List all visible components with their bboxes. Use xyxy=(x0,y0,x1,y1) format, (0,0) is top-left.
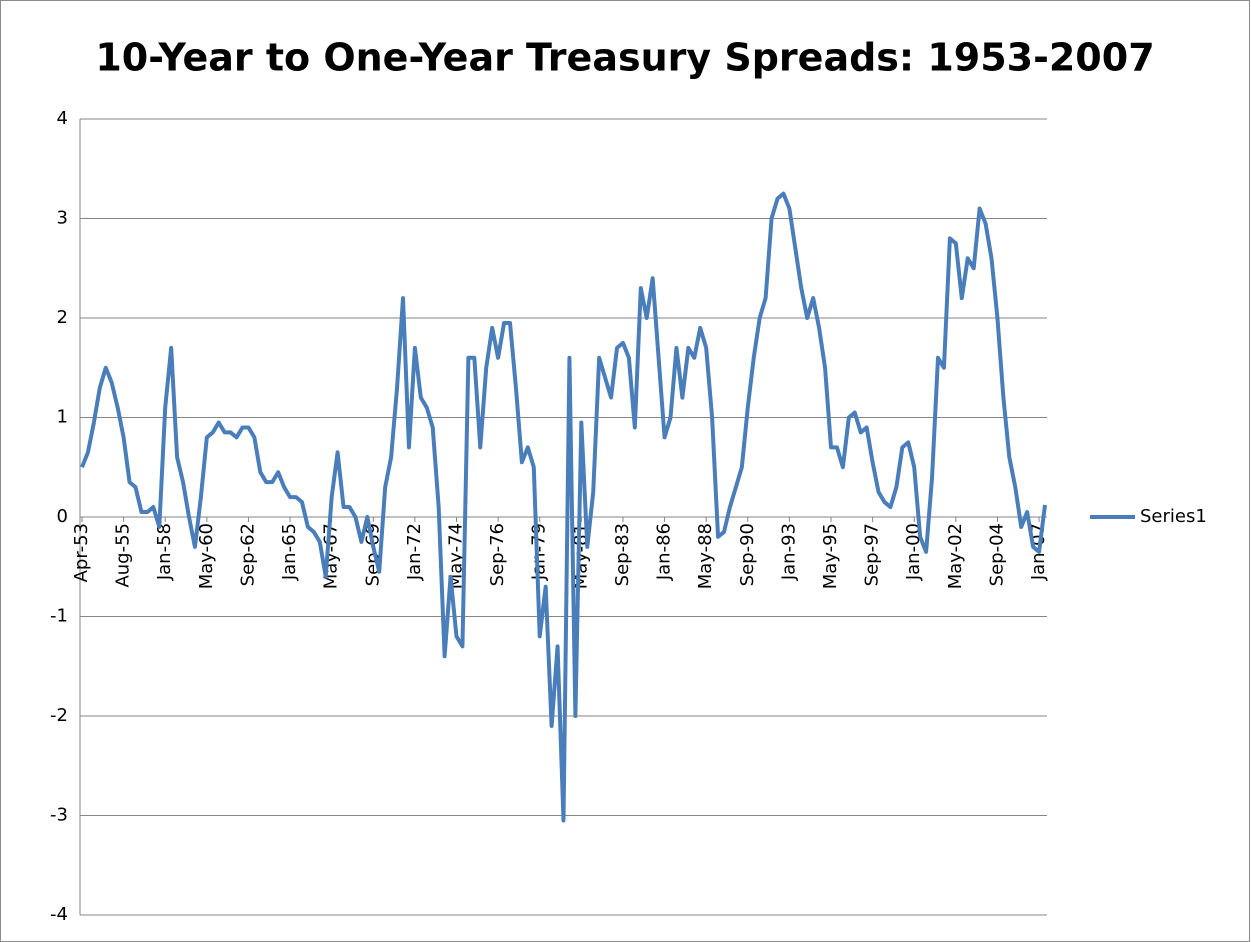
x-tick-label: Sep-97 xyxy=(862,523,883,586)
x-tick-label: May-95 xyxy=(820,523,841,589)
x-tick-label: Sep-76 xyxy=(487,523,508,586)
y-tick-label: 0 xyxy=(57,506,68,527)
y-tick-label: -1 xyxy=(50,606,68,627)
x-tick-label: Sep-04 xyxy=(986,523,1007,586)
x-tick-label: Sep-83 xyxy=(612,523,633,586)
y-tick-label: -2 xyxy=(50,705,68,726)
x-tick-label: Sep-62 xyxy=(237,523,258,586)
y-tick-label: 3 xyxy=(57,208,68,229)
x-tick-label: Aug-55 xyxy=(113,523,134,588)
chart-title: 10-Year to One-Year Treasury Spreads: 19… xyxy=(95,36,1154,80)
x-tick-label: Jan-65 xyxy=(279,523,300,581)
x-tick-label: Jan-58 xyxy=(154,523,175,581)
x-tick-label: May-74 xyxy=(446,523,467,589)
x-tick-label: May-60 xyxy=(196,523,217,589)
data-line xyxy=(80,191,1047,823)
y-tick-label: 1 xyxy=(57,407,68,428)
x-tick-label: Jan-79 xyxy=(529,523,550,581)
legend-label: Series1 xyxy=(1140,506,1207,527)
x-tick-label: Apr-53 xyxy=(71,523,92,582)
x-tick-label: Jan-93 xyxy=(778,523,799,581)
x-tick-label: Jan-86 xyxy=(654,523,675,581)
x-tick-label: May-02 xyxy=(945,523,966,589)
x-tick-label: Jan-72 xyxy=(404,523,425,581)
x-tick-label: Sep-90 xyxy=(737,523,758,586)
x-tick-label: May-88 xyxy=(695,523,716,589)
y-tick-label: 2 xyxy=(57,307,68,328)
y-tick-label: -4 xyxy=(50,904,68,925)
y-tick-label: -3 xyxy=(50,805,68,826)
y-tick-label: 4 xyxy=(57,108,68,129)
